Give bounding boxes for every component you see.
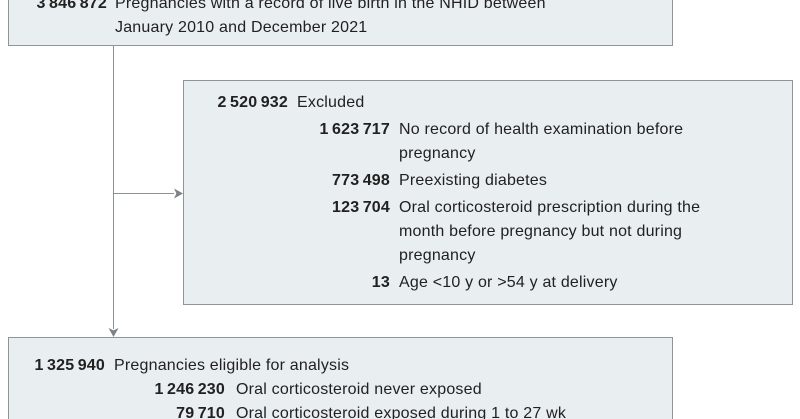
count-live-births: 3 846 872	[36, 0, 107, 12]
flow-row: 3 846 872 Pregnancies with a record of l…	[19, 0, 662, 40]
label-never-exposed: Oral corticosteroid never exposed	[236, 381, 482, 398]
flow-row: 2 520 932 Excluded	[198, 91, 778, 115]
flow-row: 79 710 Oral corticosteroid exposed durin…	[19, 402, 662, 419]
flow-row: 773 498 Preexisting diabetes	[198, 169, 778, 193]
count-preexisting-diabetes: 773 498	[332, 172, 390, 189]
count-excluded: 2 520 932	[217, 94, 288, 111]
flow-box-live-births: 3 846 872 Pregnancies with a record of l…	[8, 0, 673, 46]
flow-row: 1 325 940 Pregnancies eligible for analy…	[19, 354, 662, 378]
flow-row: 1 246 230 Oral corticosteroid never expo…	[19, 378, 662, 402]
flow-row: 1 623 717 No record of health examinatio…	[198, 118, 778, 166]
label-age-exclusion: Age <10 y or >54 y at delivery	[399, 274, 618, 291]
count-exposed: 79 710	[176, 405, 225, 419]
flow-row: 13 Age <10 y or >54 y at delivery	[198, 271, 778, 295]
arrowhead-down-icon	[108, 328, 118, 337]
count-no-health-exam: 1 623 717	[319, 121, 390, 138]
label-prior-corticosteroid: Oral corticosteroid prescription during …	[399, 199, 701, 264]
count-age-exclusion: 13	[371, 274, 390, 291]
count-never-exposed: 1 246 230	[154, 381, 225, 398]
flow-row: 123 704 Oral corticosteroid prescription…	[198, 196, 778, 268]
label-eligible: Pregnancies eligible for analysis	[114, 357, 350, 374]
count-prior-corticosteroid: 123 704	[332, 199, 390, 216]
label-no-health-exam: No record of health examination before p…	[399, 121, 684, 162]
connector-vertical-line	[112, 46, 114, 329]
flow-box-eligible: 1 325 940 Pregnancies eligible for analy…	[8, 337, 673, 419]
flow-box-excluded: 2 520 932 Excluded 1 623 717 No record o…	[183, 80, 793, 305]
label-preexisting-diabetes: Preexisting diabetes	[399, 172, 548, 189]
arrowhead-right-icon	[174, 188, 183, 199]
label-live-births: Pregnancies with a record of live birth …	[115, 0, 546, 36]
count-eligible: 1 325 940	[34, 357, 105, 374]
label-exposed: Oral corticosteroid exposed during 1 to …	[236, 405, 567, 419]
connector-horizontal-line	[113, 192, 174, 194]
label-excluded: Excluded	[297, 94, 365, 111]
